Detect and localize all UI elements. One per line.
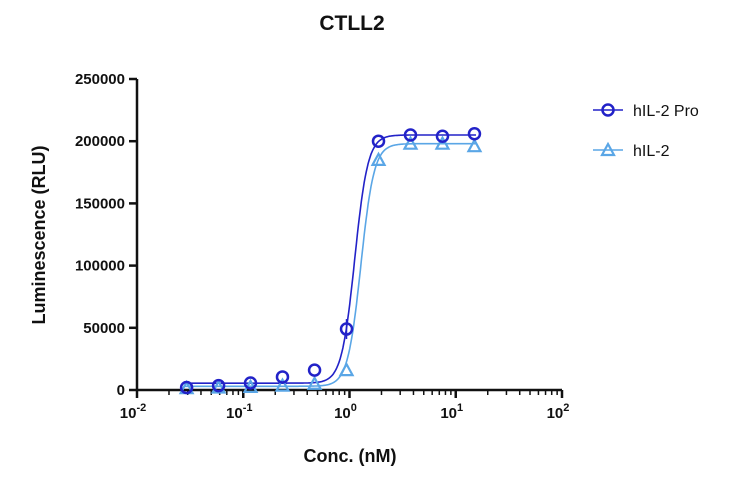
- data-point-hil-2: [306, 375, 323, 390]
- legend: hIL-2 Pro hIL-2: [593, 103, 699, 160]
- legend-label: hIL-2 Pro: [633, 103, 699, 120]
- y-tick-label: 150000: [75, 195, 125, 212]
- legend-marker-triangle: [600, 141, 616, 157]
- data-point-hil-2-pro: [467, 126, 482, 141]
- data-point-hil-2: [466, 137, 483, 153]
- data-point-hil-2: [338, 361, 355, 377]
- data-point-hil-2: [274, 377, 291, 392]
- data-point-hil-2-pro: [179, 380, 194, 395]
- data-point-hil-2: [370, 151, 387, 166]
- data-point-hil-2-pro: [307, 363, 322, 377]
- y-tick-label: 50000: [83, 320, 125, 337]
- data-point-hil-2-pro: [275, 370, 290, 384]
- legend-marker-circle: [601, 103, 615, 117]
- chart-title: CTLL2: [319, 12, 384, 35]
- y-tick-label: 200000: [75, 133, 125, 150]
- x-axis-label: Conc. (nM): [304, 446, 397, 466]
- y-axis-label: Luminescence (RLU): [29, 145, 49, 324]
- x-tick-label: 10-1: [226, 402, 252, 422]
- x-tick-label: 10-2: [120, 402, 146, 422]
- x-tick-label: 100: [334, 402, 357, 422]
- data-point-hil-2-pro: [243, 376, 258, 390]
- fit-curves: [184, 134, 476, 388]
- y-tick-label: 100000: [75, 258, 125, 275]
- fit-curve-hil-2: [184, 142, 476, 388]
- data-point-hil-2: [210, 379, 227, 394]
- fit-curve-hil-2-pro: [184, 134, 476, 384]
- data-point-hil-2: [402, 135, 419, 150]
- x-tick-label: 102: [547, 402, 570, 422]
- data-point-hil-2-pro: [435, 129, 450, 143]
- data-point-hil-2: [434, 135, 451, 150]
- data-point-hil-2-pro: [371, 134, 386, 148]
- legend-label: hIL-2: [633, 143, 670, 160]
- y-tick-label: 0: [117, 382, 125, 399]
- data-point-hil-2-pro: [211, 378, 226, 393]
- data-points: [178, 126, 483, 395]
- y-tick-label: 250000: [75, 71, 125, 88]
- data-point-hil-2-pro: [403, 128, 418, 142]
- x-tick-label: 101: [440, 402, 463, 422]
- axes: 10-2 10-1 100 101 102 0 50000 100000 150000 20000…: [75, 71, 569, 422]
